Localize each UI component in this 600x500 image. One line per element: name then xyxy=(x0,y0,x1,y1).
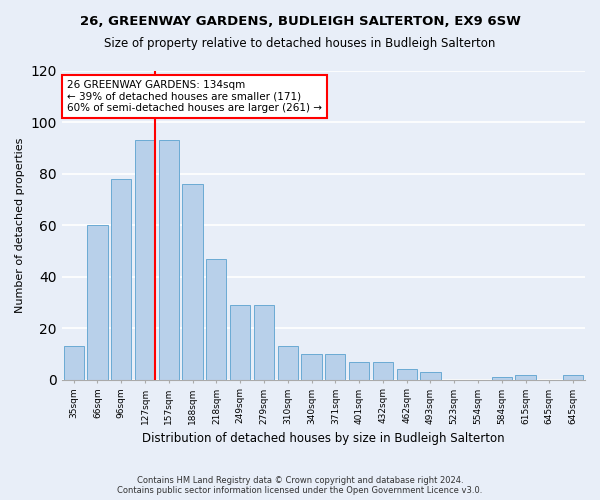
Bar xyxy=(88,225,107,380)
Bar xyxy=(349,362,369,380)
Bar xyxy=(563,374,583,380)
Bar xyxy=(325,354,346,380)
Bar xyxy=(491,377,512,380)
Bar xyxy=(373,362,393,380)
Text: Contains HM Land Registry data © Crown copyright and database right 2024.
Contai: Contains HM Land Registry data © Crown c… xyxy=(118,476,482,495)
Bar xyxy=(254,305,274,380)
Bar xyxy=(64,346,84,380)
Bar xyxy=(135,140,155,380)
Bar xyxy=(111,178,131,380)
Bar xyxy=(421,372,440,380)
X-axis label: Distribution of detached houses by size in Budleigh Salterton: Distribution of detached houses by size … xyxy=(142,432,505,445)
Bar xyxy=(182,184,203,380)
Bar xyxy=(159,140,179,380)
Bar xyxy=(515,374,536,380)
Bar xyxy=(230,305,250,380)
Text: Size of property relative to detached houses in Budleigh Salterton: Size of property relative to detached ho… xyxy=(104,38,496,51)
Text: 26, GREENWAY GARDENS, BUDLEIGH SALTERTON, EX9 6SW: 26, GREENWAY GARDENS, BUDLEIGH SALTERTON… xyxy=(80,15,520,28)
Bar xyxy=(206,258,226,380)
Bar xyxy=(301,354,322,380)
Y-axis label: Number of detached properties: Number of detached properties xyxy=(15,138,25,313)
Text: 26 GREENWAY GARDENS: 134sqm
← 39% of detached houses are smaller (171)
60% of se: 26 GREENWAY GARDENS: 134sqm ← 39% of det… xyxy=(67,80,322,113)
Bar xyxy=(278,346,298,380)
Bar xyxy=(397,370,417,380)
